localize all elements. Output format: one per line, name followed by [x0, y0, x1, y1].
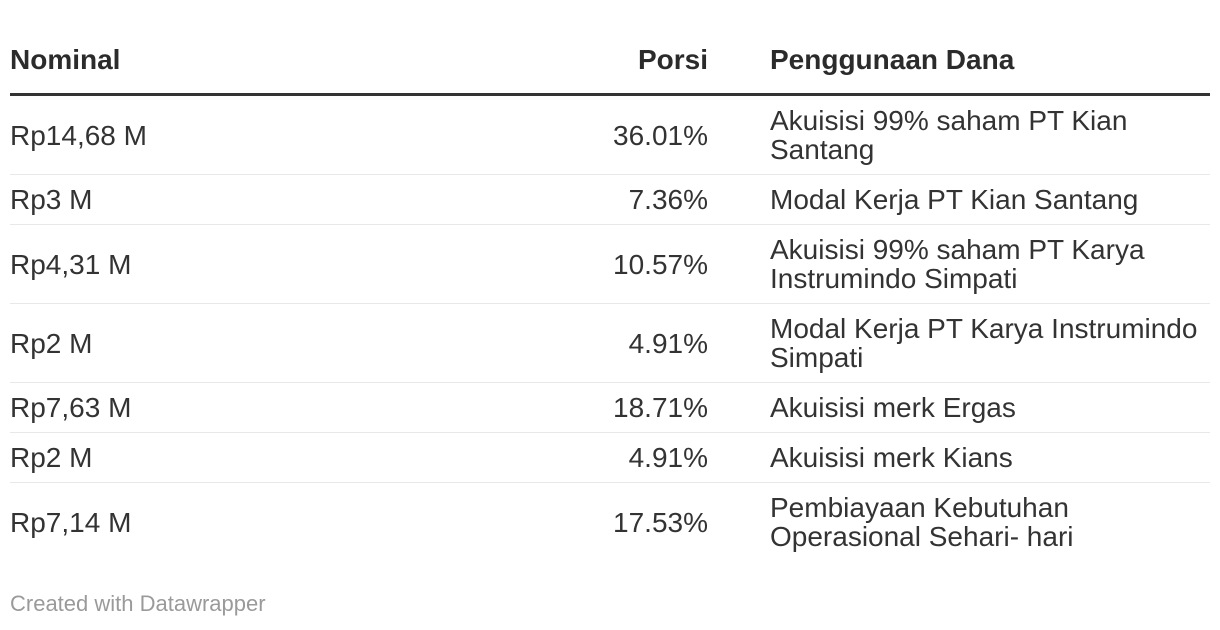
column-header-penggunaan-dana: Penggunaan Dana	[708, 45, 1210, 96]
porsi-cell: 17.53%	[613, 506, 708, 538]
penggunaan-dana-cell: Akuisisi 99% saham PT Karya Instrumindo …	[708, 224, 1210, 304]
porsi-cell: 10.57%	[410, 224, 708, 304]
porsi-cell: 18.71%	[410, 382, 708, 433]
porsi-cell: 4.91%	[410, 432, 708, 483]
table-row: Rp7,63 M 18.71% Akuisisi merk Ergas	[10, 382, 1210, 433]
nominal-cell: Rp7,63 M	[10, 382, 410, 433]
nominal-cell: Rp4,31 M	[10, 224, 410, 304]
nominal-cell: Rp2 M	[10, 432, 410, 483]
penggunaan-dana-cell: Pembiayaan Kebutuhan Operasional Sehari-…	[770, 492, 1074, 552]
porsi-cell: 4.91%	[410, 303, 708, 383]
porsi-cell: 36.01%	[410, 94, 708, 175]
nominal-cell: Rp7,14 M	[10, 506, 132, 538]
penggunaan-dana-cell: Akuisisi merk Ergas	[708, 382, 1210, 433]
nominal-cell: Rp2 M	[10, 303, 410, 383]
table-row: Rp7,14 M 17.53% Pembiayaan Kebutuhan Opera…	[10, 483, 1210, 562]
column-header-nominal: Nominal	[10, 45, 410, 96]
table-row: Rp14,68 M 36.01% Akuisisi 99% saham PT Kia…	[10, 94, 1210, 175]
attribution-text[interactable]: Created with Datawrapper	[10, 591, 266, 616]
porsi-cell: 7.36%	[410, 174, 708, 225]
penggunaan-dana-cell: Modal Kerja PT Karya Instrumindo Simpati	[708, 303, 1210, 383]
nominal-cell: Rp14,68 M	[10, 94, 410, 175]
table-row: Rp3 M 7.36% Modal Kerja PT Kian Santang	[10, 174, 1210, 225]
penggunaan-dana-cell: Akuisisi merk Kians	[708, 432, 1210, 483]
nominal-cell: Rp3 M	[10, 174, 410, 225]
table-row: Rp2 M 4.91% Modal Kerja PT Karya Instrumin…	[10, 303, 1210, 383]
penggunaan-dana-cell: Modal Kerja PT Kian Santang	[708, 174, 1210, 225]
table-row: Rp4,31 M 10.57% Akuisisi 99% saham PT Kary…	[10, 224, 1210, 304]
attribution: Created with Datawrapper	[10, 591, 266, 617]
penggunaan-dana-cell: Akuisisi 99% saham PT Kian Santang	[708, 94, 1210, 175]
column-header-porsi: Porsi	[410, 45, 708, 96]
table-row: Rp2 M 4.91% Akuisisi merk Kians	[10, 432, 1210, 483]
table-body: Rp14,68 M 36.01% Akuisisi 99% saham PT Kia…	[10, 94, 1210, 562]
header-row: Nominal Porsi Penggunaan Dana	[10, 45, 1210, 96]
